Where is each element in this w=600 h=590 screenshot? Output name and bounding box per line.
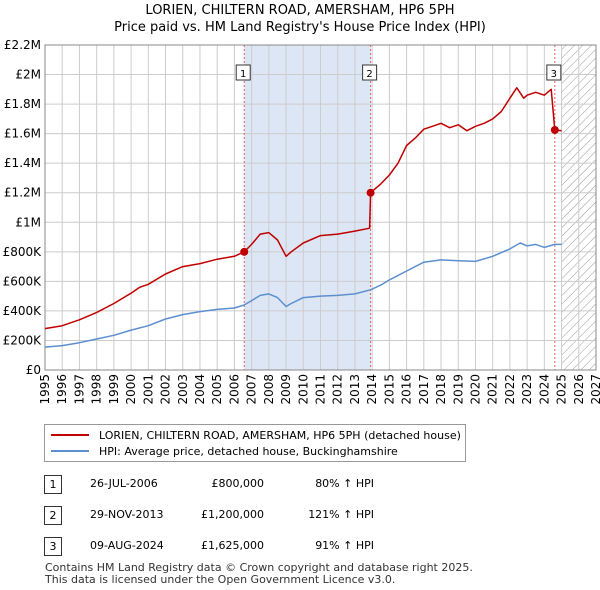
legend: LORIEN, CHILTERN ROAD, AMERSHAM, HP6 5PH… bbox=[44, 424, 466, 462]
sale-price: £1,200,000 bbox=[201, 508, 264, 521]
sale-date: 29-NOV-2013 bbox=[90, 508, 164, 521]
x-tick-label: 1997 bbox=[72, 374, 86, 405]
x-tick-label: 2003 bbox=[176, 374, 190, 405]
price-chart: £0 £200K £400K £600K £800K £1M £1.2M £1.4M £1.6M… bbox=[3, 38, 600, 405]
x-tick-label: 2006 bbox=[227, 374, 241, 405]
x-tick-label: 2000 bbox=[124, 374, 138, 405]
x-tick-label: 2019 bbox=[451, 374, 465, 405]
sale-number: 3 bbox=[44, 537, 62, 556]
sale-price: £800,000 bbox=[211, 477, 265, 490]
footer-licence: This data is licensed under the Open Gov… bbox=[45, 573, 396, 586]
legend-property-label: LORIEN, CHILTERN ROAD, AMERSHAM, HP6 5PH… bbox=[99, 428, 461, 442]
x-tick-label: 2027 bbox=[589, 374, 600, 405]
y-tick-label: £800K bbox=[3, 245, 43, 259]
x-tick-label: 2024 bbox=[537, 374, 551, 405]
legend-item-hpi: HPI: Average price, detached house, Buck… bbox=[51, 443, 398, 459]
x-tick-label: 2020 bbox=[468, 374, 482, 405]
sale-marker-label: 1 bbox=[240, 69, 246, 80]
x-tick-label: 2013 bbox=[348, 374, 362, 405]
y-tick-label: £1.2M bbox=[4, 186, 41, 200]
y-tick-label: £200K bbox=[3, 333, 43, 347]
sale-point bbox=[240, 247, 249, 256]
sale-hpi-change: 80% ↑ HPI bbox=[315, 477, 374, 490]
x-tick-label: 2018 bbox=[434, 374, 448, 405]
y-tick-label: £2M bbox=[15, 68, 41, 82]
legend-hpi-label: HPI: Average price, detached house, Buck… bbox=[99, 444, 398, 458]
footer-copyright: Contains HM Land Registry data © Crown c… bbox=[45, 561, 473, 574]
sale-marker-label: 2 bbox=[366, 69, 372, 80]
x-tick-label: 2022 bbox=[503, 374, 517, 405]
sale-date: 09-AUG-2024 bbox=[90, 539, 164, 552]
sale-price: £1,625,000 bbox=[201, 539, 264, 552]
footer: Contains HM Land Registry data © Crown c… bbox=[45, 562, 473, 586]
y-tick-label: £2.2M bbox=[4, 38, 41, 52]
sale-hpi-change: 91% ↑ HPI bbox=[315, 539, 374, 552]
property-price-line bbox=[44, 87, 562, 330]
y-tick-label: £1.4M bbox=[4, 156, 41, 170]
y-tick-label: £1.6M bbox=[4, 127, 41, 141]
x-tick-label: 2001 bbox=[141, 374, 155, 405]
x-tick-label: 2005 bbox=[210, 374, 224, 405]
x-tick-label: 1995 bbox=[38, 374, 52, 405]
sale-point bbox=[366, 188, 375, 197]
shaded-period bbox=[244, 45, 371, 370]
x-tick-label: 2007 bbox=[245, 374, 259, 405]
sale-marker-box bbox=[362, 64, 378, 81]
y-tick-label: £400K bbox=[3, 304, 43, 318]
sale-number: 2 bbox=[44, 506, 62, 525]
x-tick-label: 2026 bbox=[572, 374, 586, 405]
x-tick-label: 2010 bbox=[296, 374, 310, 405]
x-tick-label: 1996 bbox=[55, 374, 69, 405]
x-tick-label: 2016 bbox=[400, 374, 414, 405]
legend-item-property: LORIEN, CHILTERN ROAD, AMERSHAM, HP6 5PH… bbox=[51, 427, 461, 443]
x-tick-label: 2002 bbox=[159, 374, 173, 405]
y-tick-label: £1M bbox=[15, 215, 41, 229]
sale-row-2: 2 29-NOV-2013 £1,200,000 121% ↑ HPI bbox=[44, 506, 584, 526]
sale-row-3: 3 09-AUG-2024 £1,625,000 91% ↑ HPI bbox=[44, 537, 584, 557]
sale-marker-box bbox=[235, 64, 251, 81]
y-tick-label: £0 bbox=[26, 363, 41, 377]
chart-title: LORIEN, CHILTERN ROAD, AMERSHAM, HP6 5PH bbox=[145, 3, 455, 18]
sale-number: 1 bbox=[44, 475, 62, 494]
sale-marker-box bbox=[546, 64, 562, 81]
legend-hpi-swatch bbox=[51, 450, 89, 452]
x-tick-label: 2014 bbox=[365, 374, 379, 405]
x-tick-label: 2011 bbox=[314, 374, 328, 405]
x-tick-label: 2004 bbox=[193, 374, 207, 405]
x-tick-label: 2021 bbox=[486, 374, 500, 405]
y-tick-label: £600K bbox=[3, 274, 43, 288]
sale-marker-label: 3 bbox=[551, 69, 557, 80]
x-tick-label: 2025 bbox=[555, 374, 569, 405]
chart-subtitle: Price paid vs. HM Land Registry's House … bbox=[114, 20, 486, 35]
hpi-line bbox=[44, 242, 562, 348]
x-tick-label: 2009 bbox=[279, 374, 293, 405]
sale-hpi-change: 121% ↑ HPI bbox=[308, 508, 374, 521]
y-tick-label: £1.8M bbox=[4, 97, 41, 111]
sale-date: 26-JUL-2006 bbox=[90, 477, 158, 490]
x-tick-label: 1999 bbox=[107, 374, 121, 405]
x-tick-label: 1998 bbox=[90, 374, 104, 405]
x-tick-label: 2023 bbox=[520, 374, 534, 405]
x-tick-label: 2008 bbox=[262, 374, 276, 405]
plot-border bbox=[44, 44, 597, 371]
x-tick-label: 2017 bbox=[417, 374, 431, 405]
legend-property-swatch bbox=[51, 434, 89, 436]
sale-point bbox=[550, 125, 559, 134]
x-tick-label: 2012 bbox=[331, 374, 345, 405]
x-tick-label: 2015 bbox=[382, 374, 396, 405]
sale-row-1: 1 26-JUL-2006 £800,000 80% ↑ HPI bbox=[44, 475, 584, 495]
